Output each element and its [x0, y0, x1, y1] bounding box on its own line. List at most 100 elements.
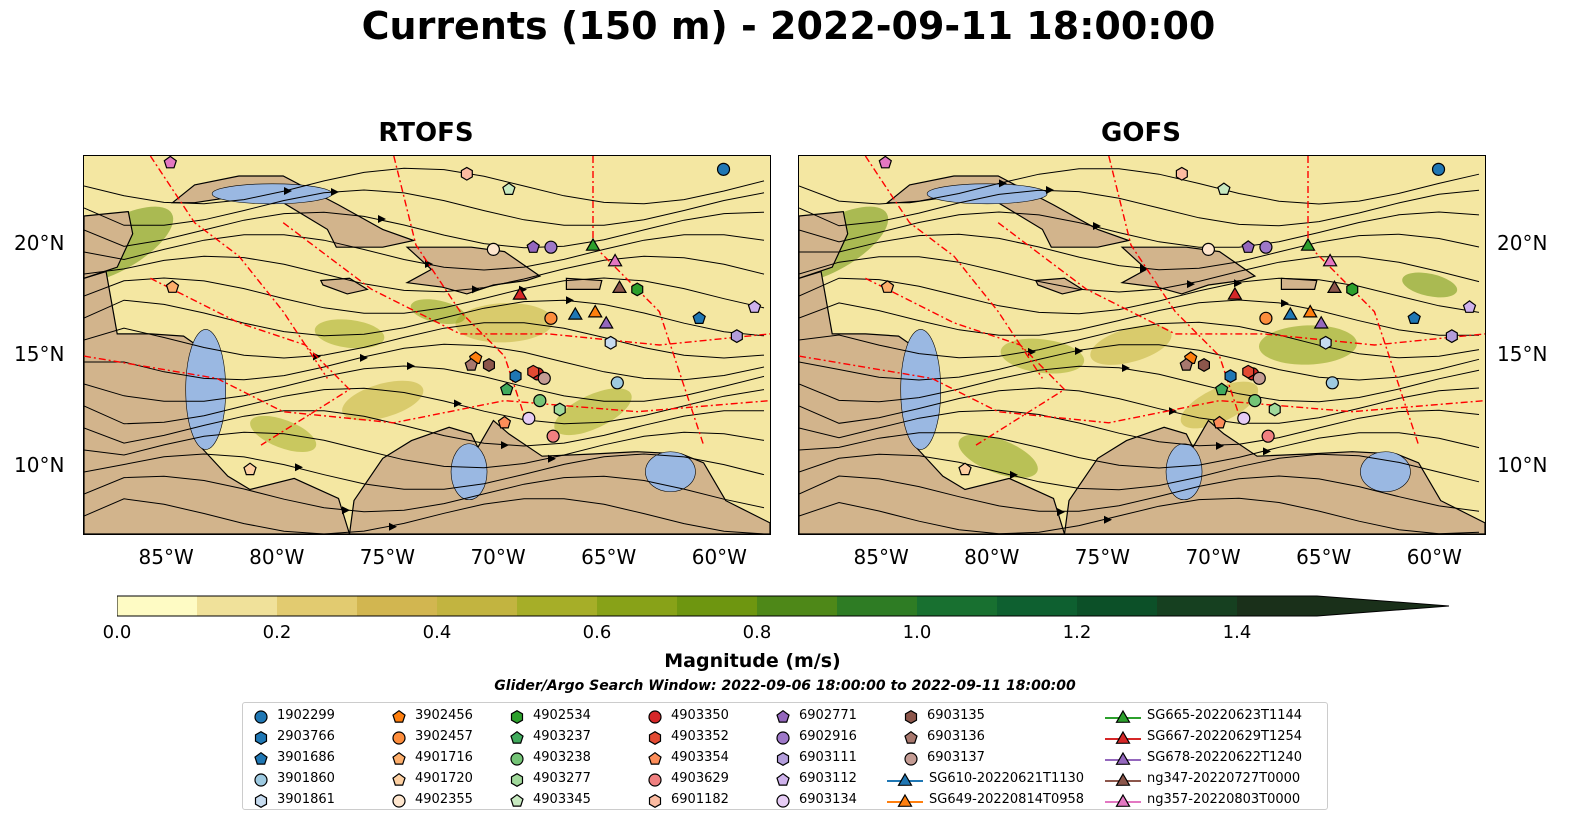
float-marker-sg649-20220814t0958 [587, 304, 603, 318]
land-mass [1034, 277, 1084, 295]
legend-item: SG610-20220621T1130 [887, 768, 1084, 789]
land-mass [1063, 419, 1485, 534]
legend-marker [254, 730, 268, 745]
streamline [84, 234, 765, 271]
streamline [84, 431, 765, 469]
legend-item: 6902916 [773, 726, 857, 747]
legend-label: 4902534 [533, 708, 591, 723]
lon-tick-label: 65°W [581, 545, 637, 569]
float-marker-sg665-20220623t1144 [1300, 237, 1316, 251]
legend-label: 6903134 [799, 792, 857, 807]
legend-marker [510, 709, 524, 724]
rtofs-map [83, 155, 771, 535]
pentagon-marker-icon [392, 709, 406, 723]
legend-item: 4903354 [645, 747, 729, 768]
colorbar-segment [517, 596, 598, 616]
lon-tick-label: 80°W [249, 545, 305, 569]
streamline [799, 321, 1480, 359]
lon-tick-label: 70°W [1185, 545, 1241, 569]
legend-label: SG678-20220622T1240 [1147, 750, 1303, 765]
streamline-arrow [1057, 507, 1065, 516]
legend-item: SG678-20220622T1240 [1105, 747, 1302, 768]
legend-label: 3901860 [277, 771, 335, 786]
legend-item: 3901686 [251, 747, 335, 768]
legend-marker [897, 772, 913, 786]
legend-marker [392, 751, 406, 765]
streamline-arrow [454, 399, 462, 408]
legend-item: ng357-20220803T0000 [1105, 789, 1300, 810]
streamline [84, 365, 765, 402]
legend-label: 4903277 [533, 771, 591, 786]
legend-item: 6903112 [773, 768, 857, 789]
streamline [84, 322, 765, 359]
streamline [84, 189, 765, 226]
circle-marker-icon [392, 730, 406, 745]
float-marker-sg667-20220629t1254 [1227, 286, 1243, 300]
legend-item: 2903766 [251, 726, 335, 747]
streamline-arrow [1263, 447, 1271, 456]
lon-tick-label: 65°W [1296, 545, 1352, 569]
float-marker-4903238 [533, 393, 547, 408]
eez-boundary [282, 222, 770, 346]
float-marker-sg610-20220621t1130 [567, 306, 583, 320]
float-marker-1902299 [716, 162, 731, 176]
legend-item: SG649-20220814T0958 [887, 789, 1084, 810]
legend-label: SG665-20220623T1144 [1147, 708, 1303, 723]
colorbar-outline [117, 595, 1450, 617]
hexagon-marker-icon [904, 709, 918, 724]
land-mass [799, 210, 849, 279]
hexagon-marker-icon [254, 730, 268, 745]
streamline [799, 409, 1480, 447]
streamline [84, 211, 765, 249]
hexagon-marker-icon [510, 772, 524, 787]
streamline [84, 410, 765, 447]
colorbar-tick-label: 0.4 [422, 622, 452, 643]
streamline [84, 167, 765, 205]
legend-label: 6902916 [799, 729, 857, 744]
streamline-arrow [1216, 441, 1224, 450]
colorbar-segment [837, 596, 918, 616]
circle-marker-icon [254, 772, 268, 787]
float-marker-sg667-20220629t1254 [512, 286, 528, 300]
current-magnitude-patch [1402, 272, 1458, 298]
streamline-arrow [425, 260, 433, 269]
hexagon-marker-icon [648, 730, 662, 745]
circle-marker-icon [776, 730, 790, 745]
legend-item: 4903352 [645, 726, 729, 747]
eez-boundary [865, 277, 1066, 446]
streamline-arrow [1187, 280, 1195, 289]
legend-marker [648, 793, 662, 808]
float-marker-3902457 [1259, 311, 1273, 325]
shallow-water [926, 183, 1048, 205]
legend-marker [1115, 772, 1131, 786]
circle-marker-icon [776, 793, 790, 808]
legend-item: 3901861 [251, 789, 335, 810]
legend-marker [648, 709, 662, 724]
float-marker-sg678-20220622t1240 [598, 315, 614, 329]
streamline [84, 277, 765, 314]
legend-item: 4903277 [507, 768, 591, 789]
float-marker-6901182 [460, 166, 473, 181]
legend-label: 6902771 [799, 708, 857, 723]
lat-tick-label-right: 10°N [1497, 453, 1548, 478]
streamline-arrow [1169, 407, 1177, 416]
current-magnitude-patch [314, 319, 385, 349]
legend-marker [510, 793, 524, 807]
float-marker-6902916 [544, 240, 558, 254]
float-marker-3901860 [1325, 376, 1339, 390]
lat-tick-label-left: 10°N [14, 453, 65, 478]
streamline-arrow [472, 285, 480, 294]
lat-tick-label-right: 15°N [1497, 342, 1548, 367]
pentagon-marker-icon [392, 772, 406, 786]
float-marker-ng357-20220803t0000 [607, 253, 623, 267]
current-magnitude-patch [1258, 325, 1357, 365]
float-marker-4903237 [499, 382, 514, 396]
float-marker-6903135 [482, 358, 495, 372]
colorbar-extend-arrow [1317, 596, 1449, 616]
streamline-arrow [407, 362, 415, 371]
streamline [84, 475, 765, 513]
eez-boundary [150, 277, 351, 446]
legend-label: 4903350 [671, 708, 729, 723]
streamline-arrow [566, 296, 574, 305]
legend-label: 3902456 [415, 708, 473, 723]
